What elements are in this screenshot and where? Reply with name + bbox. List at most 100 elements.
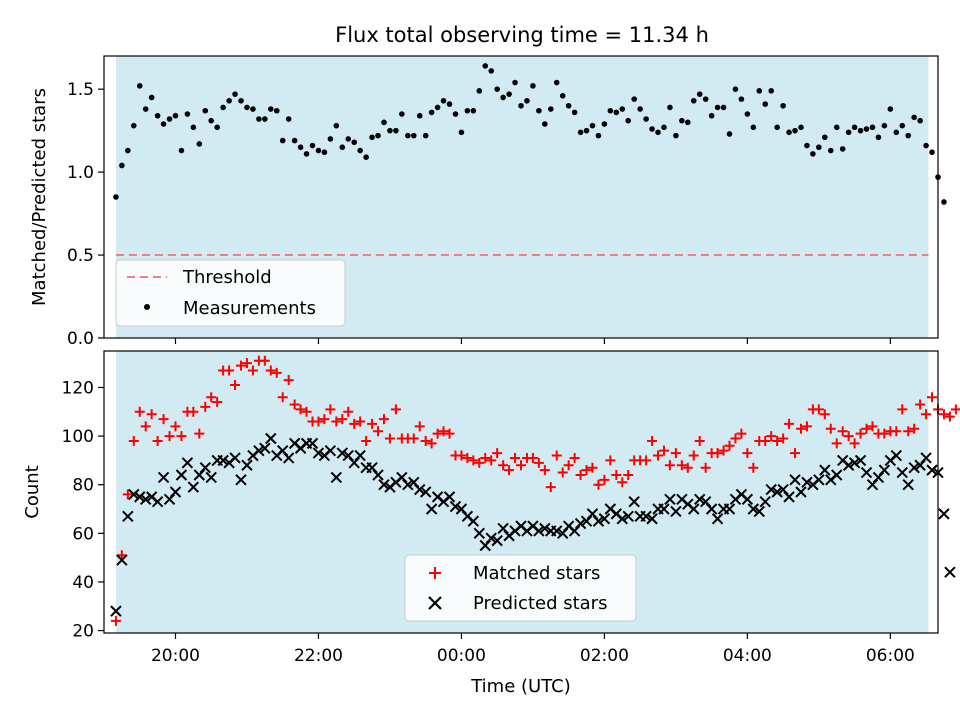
- y-tick-label: 20: [72, 622, 94, 642]
- measurement-point: [798, 124, 804, 131]
- predicted-star-point: [425, 503, 438, 515]
- measurement-point: [601, 121, 608, 127]
- matched-star-point: [325, 404, 336, 415]
- matched-star-point: [236, 360, 247, 371]
- matched-star-point: [623, 469, 634, 480]
- matched-star-point: [414, 421, 425, 432]
- x-tick-label: 22:00: [294, 646, 343, 666]
- matched-star-point: [891, 426, 902, 437]
- matched-star-point: [599, 474, 610, 485]
- predicted-star-point: [235, 474, 247, 486]
- measurement-point: [357, 147, 363, 154]
- y-tick-label: 120: [62, 378, 94, 398]
- predicted-star-point: [789, 474, 801, 486]
- measurement-point: [690, 97, 697, 104]
- measurement-point: [309, 142, 316, 149]
- measurement-point: [899, 122, 906, 129]
- predicted-star-point: [723, 503, 736, 515]
- matched-star-point: [504, 465, 515, 476]
- matched-star-point: [206, 392, 217, 403]
- measurement-point: [851, 124, 858, 131]
- measurement-point: [774, 124, 780, 131]
- predicted-star-point: [151, 496, 164, 508]
- matched-star-point: [581, 465, 592, 476]
- matched-star-point: [224, 365, 235, 376]
- top-plot-frame: [103, 55, 939, 339]
- matched-star-point: [563, 460, 574, 471]
- predicted-star-point: [622, 510, 634, 523]
- predicted-star-point: [110, 605, 122, 617]
- matched-star-point: [837, 426, 848, 437]
- measurement-point: [905, 132, 912, 139]
- measurement-point: [524, 97, 530, 104]
- legend-predicted-swatch: [428, 596, 442, 610]
- measurement-point: [262, 116, 268, 122]
- matched-star-point: [474, 457, 485, 468]
- matched-star-point: [795, 423, 806, 434]
- measurement-point: [113, 194, 119, 200]
- predicted-stars-points: [110, 432, 956, 617]
- measurement-point: [810, 151, 816, 157]
- predicted-star-point: [485, 532, 497, 544]
- matched-star-point: [480, 452, 491, 463]
- matched-star-point: [361, 435, 372, 446]
- predicted-star-point: [616, 513, 628, 525]
- matched-star-point: [462, 452, 473, 463]
- measurement-point: [428, 109, 435, 116]
- predicted-star-point: [175, 469, 188, 481]
- matched-star-point: [843, 431, 854, 442]
- measurement-point: [917, 117, 923, 124]
- predicted-star-point: [473, 527, 486, 540]
- predicted-star-point: [705, 503, 718, 515]
- measurement-point: [714, 104, 721, 111]
- matched-star-point: [778, 433, 789, 444]
- measurement-point: [887, 106, 894, 112]
- measurement-point: [512, 79, 518, 86]
- matched-star-point: [664, 460, 675, 471]
- matched-star-point: [790, 448, 801, 459]
- measurement-point: [440, 97, 447, 104]
- predicted-star-point: [908, 461, 920, 474]
- predicted-star-point: [217, 454, 229, 467]
- measurement-point: [446, 101, 453, 107]
- bottom-y-axis-label: Count: [22, 465, 43, 518]
- matched-star-point: [688, 450, 699, 461]
- measurement-point: [768, 88, 774, 94]
- top-legend: Threshold Measurements: [115, 259, 346, 327]
- measurement-point: [839, 146, 846, 152]
- measurement-point: [679, 117, 685, 124]
- matched-star-point: [736, 428, 747, 439]
- measurement-point: [643, 116, 649, 122]
- predicted-star-point: [771, 486, 783, 498]
- predicted-star-point: [658, 503, 670, 515]
- predicted-star-point: [205, 471, 217, 484]
- matched-star-point: [653, 450, 664, 461]
- matched-star-point: [432, 428, 443, 439]
- matched-star-point: [420, 435, 431, 446]
- measurement-point: [321, 149, 328, 156]
- matched-star-point: [277, 392, 288, 403]
- measurement-point: [708, 112, 715, 119]
- matched-star-point: [641, 455, 652, 466]
- measurement-point: [250, 106, 256, 112]
- measurement-point: [577, 129, 584, 136]
- legend-matched-label: Matched stars: [473, 563, 600, 584]
- matched-star-point: [855, 428, 866, 439]
- measurement-point: [565, 102, 572, 109]
- measurement-point: [172, 112, 179, 119]
- y-tick-label: 60: [72, 524, 94, 544]
- measurement-point: [351, 139, 358, 146]
- predicted-star-point: [598, 513, 611, 525]
- predicted-star-point: [402, 478, 414, 491]
- bottom-plot-frame: [103, 350, 939, 634]
- measurement-point: [696, 91, 703, 97]
- measurement-point: [744, 111, 751, 117]
- measurement-point: [893, 129, 900, 136]
- matched-star-point: [938, 409, 949, 420]
- measurement-point: [655, 129, 661, 136]
- matched-star-point: [569, 452, 580, 463]
- matched-star-point: [158, 414, 169, 425]
- matched-star-point: [116, 550, 127, 561]
- matched-star-point: [384, 433, 395, 444]
- legend-measurements-label: Measurements: [183, 298, 316, 319]
